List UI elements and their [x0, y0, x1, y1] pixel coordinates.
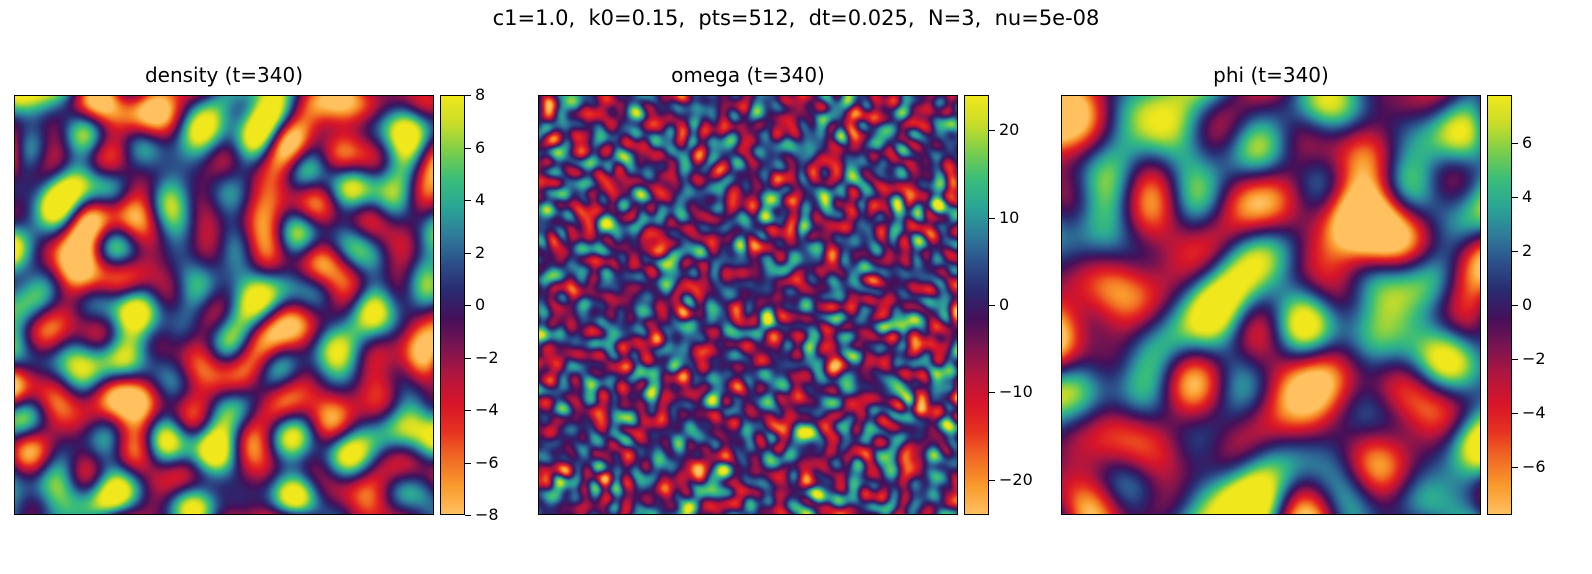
phi-colorbar-tick	[1512, 467, 1518, 468]
density-colorbar-label: 6	[475, 138, 486, 157]
phi-colorbar-tick	[1512, 413, 1518, 414]
density-colorbar-label: 8	[475, 85, 486, 104]
phi-colorbar-label: 6	[1522, 133, 1533, 152]
phi-colorbar-label: 0	[1522, 295, 1533, 314]
omega-colorbar-tick	[989, 130, 995, 131]
phi-colorbar-label: −6	[1522, 457, 1546, 476]
density-colorbar-label: −8	[475, 505, 499, 524]
omega-colorbar-label: 10	[999, 208, 1020, 227]
omega-colorbar-tick	[989, 392, 995, 393]
omega-colorbar-label: −20	[999, 470, 1033, 489]
phi-colorbar-tick	[1512, 251, 1518, 252]
omega-heatmap	[538, 95, 958, 515]
omega-colorbar-tick	[989, 480, 995, 481]
phi-colorbar-tick	[1512, 143, 1518, 144]
density-colorbar-tick	[465, 95, 471, 96]
density-colorbar-label: −4	[475, 400, 499, 419]
density-colorbar-tick	[465, 148, 471, 149]
phi-colorbar-label: −2	[1522, 349, 1546, 368]
density-colorbar-tick	[465, 410, 471, 411]
phi-colorbar	[1487, 95, 1512, 515]
density-colorbar-tick	[465, 200, 471, 201]
phi-colorbar-tick	[1512, 305, 1518, 306]
omega-colorbar-label: 0	[999, 295, 1010, 314]
omega-colorbar-tick	[989, 218, 995, 219]
omega-colorbar-tick	[989, 305, 995, 306]
density-colorbar-label: 0	[475, 295, 486, 314]
density-colorbar-tick	[465, 305, 471, 306]
omega-colorbar	[964, 95, 989, 515]
phi-colorbar-label: 2	[1522, 241, 1533, 260]
omega-colorbar-label: −10	[999, 382, 1033, 401]
phi-heatmap	[1061, 95, 1481, 515]
omega-panel: omega (t=340) 20 10 0 −10 −20	[538, 60, 1058, 530]
density-colorbar-label: −6	[475, 453, 499, 472]
phi-panel: phi (t=340) 6 4 2 0 −2 −4 −6	[1061, 60, 1581, 530]
density-colorbar	[440, 95, 465, 515]
density-colorbar-label: 4	[475, 190, 486, 209]
figure-suptitle: c1=1.0, k0=0.15, pts=512, dt=0.025, N=3,…	[492, 6, 1100, 30]
density-colorbar-tick	[465, 463, 471, 464]
density-heatmap	[14, 95, 434, 515]
density-colorbar-tick	[465, 515, 471, 516]
density-panel: density (t=340) 8 6 4 2 0 −2 −4 −6 −8	[14, 60, 534, 530]
phi-colorbar-tick	[1512, 359, 1518, 360]
phi-title: phi (t=340)	[1213, 63, 1329, 87]
phi-colorbar-tick	[1512, 197, 1518, 198]
omega-colorbar-label: 20	[999, 120, 1020, 139]
density-colorbar-tick	[465, 358, 471, 359]
density-colorbar-tick	[465, 253, 471, 254]
phi-colorbar-label: 4	[1522, 187, 1533, 206]
density-colorbar-label: −2	[475, 348, 499, 367]
density-colorbar-label: 2	[475, 243, 486, 262]
omega-title: omega (t=340)	[671, 63, 825, 87]
phi-colorbar-label: −4	[1522, 403, 1546, 422]
density-title: density (t=340)	[144, 63, 304, 87]
